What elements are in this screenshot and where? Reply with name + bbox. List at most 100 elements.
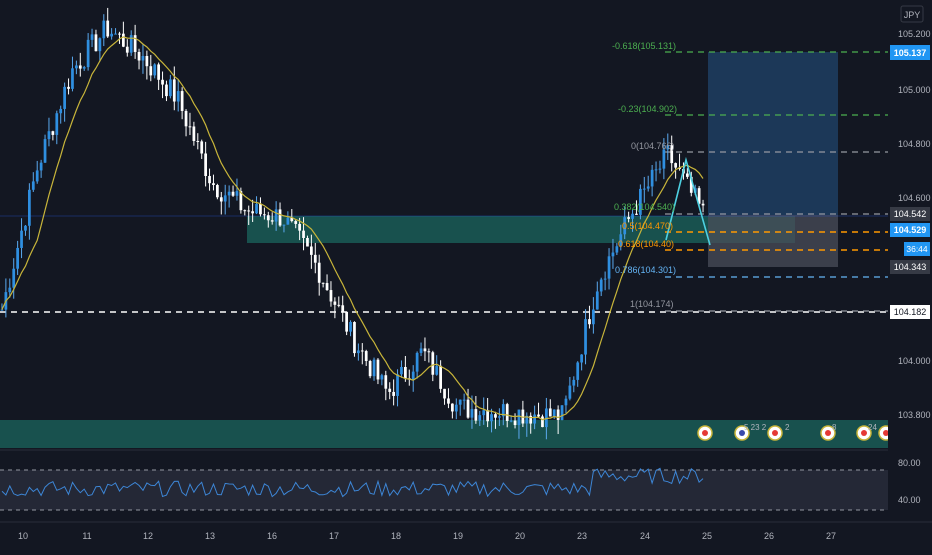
currency-label: JPY <box>904 10 921 20</box>
fib-label: 0.5(104.470) <box>622 221 673 231</box>
candle-body <box>419 348 423 353</box>
candle-body <box>200 141 204 154</box>
candle-body <box>302 230 305 238</box>
candle-body <box>8 287 12 293</box>
candle-body <box>219 197 223 202</box>
candle-body <box>658 168 662 170</box>
price-axis[interactable]: JPY 105.200 105.000 104.800 104.600 104.… <box>888 0 932 550</box>
candle-body <box>666 145 670 150</box>
price-badge-text: 104.529 <box>894 225 927 235</box>
candle-body <box>278 209 282 226</box>
candle-body <box>165 84 168 97</box>
candle-body <box>98 38 102 52</box>
candle-body <box>525 415 529 424</box>
candle-body <box>82 67 86 69</box>
candle-body <box>470 409 474 418</box>
price-pane[interactable]: -0.618(105.131) -0.23(104.902) 0(104.766… <box>0 7 894 448</box>
candle-body <box>415 352 419 372</box>
countdown-text: 36:44 <box>906 244 928 254</box>
time-tick: 24 <box>640 531 650 541</box>
candle-body <box>266 215 270 221</box>
candle-body <box>670 145 674 164</box>
candle-body <box>541 416 544 428</box>
candle-body <box>384 375 388 389</box>
event-marker[interactable]: 2 <box>767 423 790 441</box>
candle-body <box>357 350 360 354</box>
candle-body <box>537 414 540 417</box>
candle-body <box>662 149 666 169</box>
candle-body <box>122 33 125 47</box>
candle-body <box>192 126 196 141</box>
time-tick: 17 <box>329 531 339 541</box>
event-count: 8 <box>832 423 837 432</box>
flag-icon <box>825 430 831 436</box>
candle-body <box>376 359 380 380</box>
candle-body <box>650 169 654 187</box>
price-badge-text: 104.542 <box>894 209 927 219</box>
candle-body <box>141 56 145 61</box>
time-tick: 19 <box>453 531 463 541</box>
candle-body <box>270 220 274 222</box>
candle-body <box>71 68 74 89</box>
candle-body <box>321 282 325 284</box>
candle-body <box>259 203 262 215</box>
price-tick: 104.800 <box>898 139 931 149</box>
candle-body <box>505 404 509 421</box>
candle-body <box>494 414 497 418</box>
price-tick: 104.600 <box>898 193 931 203</box>
candle-body <box>548 408 552 417</box>
candle-body <box>90 34 94 40</box>
candle-body <box>231 191 235 196</box>
candle-body <box>63 86 66 109</box>
event-marker[interactable] <box>697 425 713 441</box>
candle-body <box>584 319 587 355</box>
candle-body <box>427 351 431 353</box>
candle-body <box>443 388 446 399</box>
event-marker[interactable]: 5 23 2 <box>734 423 767 441</box>
candle-body <box>529 415 533 424</box>
candle-body <box>145 56 149 67</box>
event-count: 2 <box>785 423 790 432</box>
event-marker[interactable]: 8 <box>820 423 837 441</box>
candle-body <box>654 169 658 171</box>
candle-body <box>545 408 548 428</box>
candle-body <box>521 409 525 424</box>
candle-body <box>310 246 313 255</box>
candle-body <box>509 420 513 422</box>
candle-body <box>333 301 337 305</box>
candle-body <box>615 246 619 253</box>
candle-body <box>24 225 27 231</box>
candle-body <box>392 391 395 396</box>
currency-button[interactable] <box>900 5 924 23</box>
zigzag-drawing[interactable] <box>665 156 711 246</box>
candle-body <box>235 191 239 196</box>
candle-body <box>490 414 493 422</box>
time-tick: 23 <box>577 531 587 541</box>
candle-body <box>118 33 121 35</box>
candle-body <box>75 65 78 69</box>
candle-body <box>439 365 442 389</box>
rsi-pane[interactable] <box>0 467 888 511</box>
event-marker[interactable]: 24 <box>856 423 877 441</box>
candle-body <box>67 86 70 89</box>
candle-body <box>592 309 595 325</box>
candle-body <box>474 409 478 421</box>
candle-body <box>364 351 368 361</box>
moving-average-line <box>1 36 704 421</box>
flag-icon <box>739 430 745 436</box>
candle-body <box>560 405 564 420</box>
candle-body <box>345 311 348 332</box>
candle-body <box>349 322 352 332</box>
candle-body <box>388 388 392 392</box>
candle-body <box>125 46 129 53</box>
candle-body <box>204 153 207 176</box>
candle-body <box>447 398 450 404</box>
candle-body <box>212 183 215 186</box>
time-tick: 13 <box>205 531 215 541</box>
fib-label: -0.618(105.131) <box>612 41 676 51</box>
time-axis[interactable]: 10 11 12 13 16 17 18 19 20 23 24 25 26 2… <box>0 521 932 541</box>
candle-body <box>329 290 333 302</box>
candle-body <box>39 162 43 171</box>
